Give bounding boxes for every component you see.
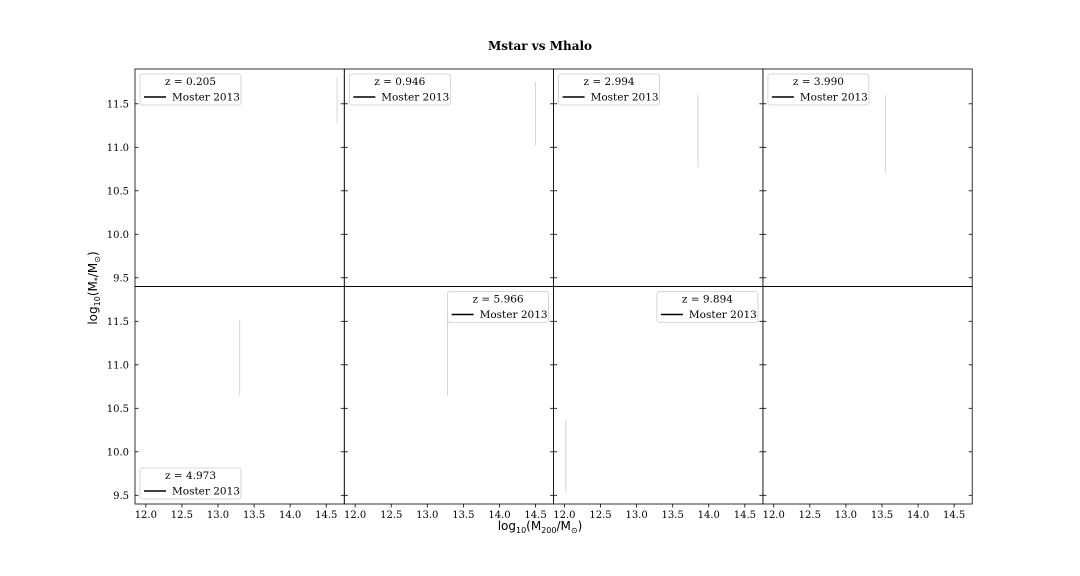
legend-title: z = 2.994 xyxy=(584,76,635,88)
x-tick-label: 13.5 xyxy=(662,510,684,521)
panel: z = 3.990 Moster 2013 xyxy=(762,68,973,287)
x-tick-label: 14.0 xyxy=(488,510,510,521)
x-tick-label: 13.0 xyxy=(207,510,229,521)
y-tick-label: 11.5 xyxy=(107,317,129,328)
x-tick-label: 13.0 xyxy=(625,510,647,521)
legend: z = 9.894 Moster 2013 xyxy=(656,291,759,323)
panel: z = 0.946 Moster 2013 xyxy=(343,68,554,287)
legend-entry-label: Moster 2013 xyxy=(800,92,868,104)
x-tick-label: 13.0 xyxy=(416,510,438,521)
x-tick-label: 12.5 xyxy=(380,510,402,521)
legend-title: z = 9.894 xyxy=(682,294,733,306)
y-tick-label: 11.5 xyxy=(107,99,129,110)
legend: z = 2.994 Moster 2013 xyxy=(558,73,660,106)
panel: z = 2.994 Moster 2013 xyxy=(553,68,764,287)
legend-title: z = 5.966 xyxy=(473,294,524,306)
legend-entry-label: Moster 2013 xyxy=(172,92,240,104)
legend-title: z = 0.946 xyxy=(374,76,425,88)
y-tick-label: 9.5 xyxy=(113,273,129,284)
legend-title: z = 3.990 xyxy=(793,76,844,88)
panel-frame xyxy=(762,286,973,505)
legend: z = 4.973 Moster 2013 xyxy=(139,467,242,500)
legend: z = 0.205 Moster 2013 xyxy=(139,73,242,106)
legend-entry-label: Moster 2013 xyxy=(381,92,449,104)
x-tick-label: 13.5 xyxy=(243,510,265,521)
legend-entry-label: Moster 2013 xyxy=(480,309,548,321)
x-tick-label: 14.5 xyxy=(943,510,965,521)
legend-title: z = 0.205 xyxy=(165,76,216,88)
panel: 9.5 10.0 10.5 11.0 11.5 12.0 12.5 13.0 13.5 14.0 1… xyxy=(107,286,345,521)
legend-title: z = 4.973 xyxy=(165,470,216,482)
x-tick-label: 12.5 xyxy=(589,510,611,521)
y-tick-label: 10.5 xyxy=(107,186,129,197)
x-tick-label: 14.0 xyxy=(279,510,301,521)
x-tick-label: 14.0 xyxy=(907,510,929,521)
legend: z = 5.966 Moster 2013 xyxy=(447,291,550,323)
panel: 12.0 12.5 13.0 13.5 14.0 14.5 z = 9.894 Moster … xyxy=(553,286,764,521)
legend-entry-label: Moster 2013 xyxy=(172,486,240,498)
chart-title: Mstar vs Mhalo xyxy=(488,39,592,53)
x-tick-label: 14.0 xyxy=(698,510,720,521)
y-tick-label: 9.5 xyxy=(113,491,129,502)
y-axis-label: log10(M*/M⊙) xyxy=(86,251,102,324)
x-tick-label: 12.0 xyxy=(763,510,785,521)
y-tick-label: 11.0 xyxy=(107,360,129,371)
y-tick-label: 10.0 xyxy=(107,230,129,241)
panel: 12.0 12.5 13.0 13.5 14.0 14.5 xyxy=(762,286,973,521)
y-tick-label: 10.0 xyxy=(107,447,129,458)
y-tick-label: 11.0 xyxy=(107,143,129,154)
x-tick-label: 12.5 xyxy=(171,510,193,521)
x-tick-label: 13.5 xyxy=(871,510,893,521)
legend-entry-label: Moster 2013 xyxy=(591,92,659,104)
legend: z = 0.946 Moster 2013 xyxy=(348,73,451,106)
x-axis-label: log10(M200/M⊙) xyxy=(498,519,583,535)
x-tick-label: 14.5 xyxy=(734,510,756,521)
x-tick-label: 12.0 xyxy=(135,510,157,521)
x-tick-label: 14.5 xyxy=(315,510,337,521)
x-tick-label: 14.5 xyxy=(524,510,546,521)
legend: z = 3.990 Moster 2013 xyxy=(767,73,870,106)
x-tick-label: 13.0 xyxy=(835,510,857,521)
y-tick-label: 10.5 xyxy=(107,404,129,415)
legend-entry-label: Moster 2013 xyxy=(689,309,757,321)
panel: 12.0 12.5 13.0 13.5 14.0 14.5 z = 5.966 Moster … xyxy=(343,286,554,521)
x-tick-label: 12.0 xyxy=(553,510,575,521)
x-tick-label: 12.5 xyxy=(799,510,821,521)
panel: 9.5 10.0 10.5 11.0 11.5 z = 0.205 Moster 2013 xyxy=(107,68,345,287)
x-tick-label: 12.0 xyxy=(344,510,366,521)
x-tick-label: 13.5 xyxy=(452,510,474,521)
